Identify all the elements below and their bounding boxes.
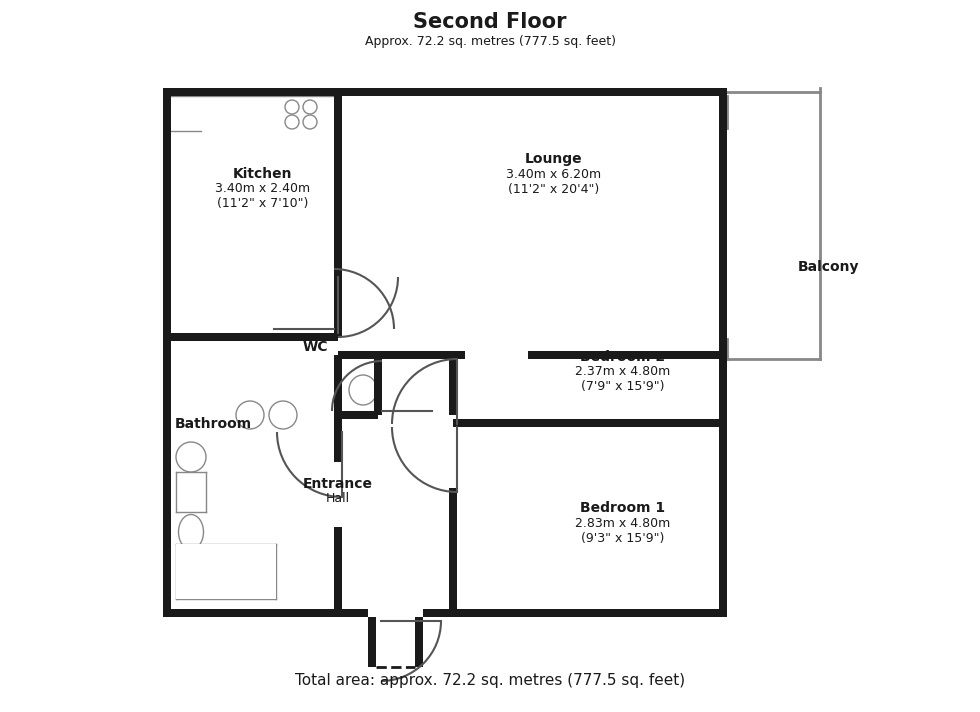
Text: (11'2" x 20'4"): (11'2" x 20'4") bbox=[508, 183, 600, 196]
Text: 2.37m x 4.80m: 2.37m x 4.80m bbox=[574, 365, 670, 378]
Text: Approx. 72.2 sq. metres (777.5 sq. feet): Approx. 72.2 sq. metres (777.5 sq. feet) bbox=[365, 36, 615, 48]
Bar bbox=[453, 609, 727, 617]
Bar bbox=[374, 355, 382, 415]
Bar bbox=[453, 419, 719, 427]
Text: (11'2" x 7'10"): (11'2" x 7'10") bbox=[217, 197, 309, 210]
Bar bbox=[334, 527, 342, 609]
Bar bbox=[528, 351, 727, 359]
Text: Bedroom 1: Bedroom 1 bbox=[580, 501, 664, 515]
Text: Kitchen: Kitchen bbox=[233, 167, 292, 181]
Text: 2.83m x 4.80m: 2.83m x 4.80m bbox=[574, 517, 670, 530]
Bar bbox=[163, 88, 727, 96]
Text: 3.40m x 6.20m: 3.40m x 6.20m bbox=[506, 168, 602, 181]
Bar bbox=[338, 351, 453, 359]
Text: Bedroom 2: Bedroom 2 bbox=[580, 350, 664, 364]
Text: WC: WC bbox=[303, 340, 328, 354]
Bar bbox=[719, 88, 727, 617]
Bar bbox=[415, 617, 423, 667]
Bar bbox=[163, 609, 338, 617]
Bar bbox=[453, 351, 465, 359]
Text: Second Floor: Second Floor bbox=[414, 12, 566, 32]
Text: Balcony: Balcony bbox=[798, 260, 858, 274]
Text: 3.40m x 2.40m: 3.40m x 2.40m bbox=[215, 182, 311, 195]
Text: Lounge: Lounge bbox=[525, 152, 582, 167]
Bar bbox=[449, 355, 457, 415]
Text: (9'3" x 15'9"): (9'3" x 15'9") bbox=[580, 532, 664, 545]
Bar bbox=[163, 88, 171, 617]
Text: Total area: approx. 72.2 sq. metres (777.5 sq. feet): Total area: approx. 72.2 sq. metres (777… bbox=[295, 673, 685, 688]
Bar bbox=[338, 411, 378, 419]
Text: Entrance: Entrance bbox=[303, 477, 373, 491]
Bar bbox=[338, 609, 368, 617]
Text: Hall: Hall bbox=[326, 492, 350, 506]
Bar bbox=[368, 617, 376, 667]
Bar bbox=[334, 88, 342, 337]
Bar bbox=[171, 333, 338, 341]
Bar bbox=[449, 488, 457, 609]
Bar bbox=[334, 355, 342, 462]
Bar bbox=[176, 544, 276, 599]
Text: (7'9" x 15'9"): (7'9" x 15'9") bbox=[580, 380, 664, 393]
Bar bbox=[423, 609, 453, 617]
Text: Bathroom: Bathroom bbox=[175, 417, 252, 431]
